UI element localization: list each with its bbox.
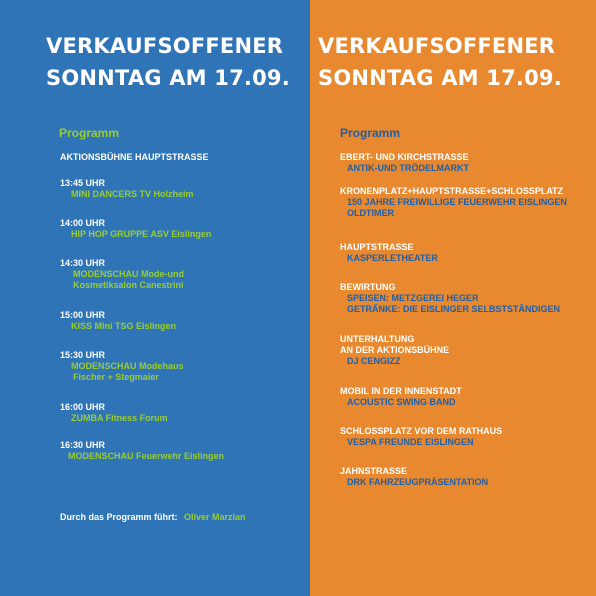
program-item: 15:00 UHR KISS Mini TSG Eislingen: [60, 310, 176, 332]
right-panel: VERKAUFSOFFENER SONNTAG AM 17.09. Progra…: [310, 0, 596, 596]
location-line: KASPERLETHEATER: [347, 253, 438, 263]
right-title-line2: SONNTAG AM 17.09.: [318, 66, 562, 90]
right-program-heading: Programm: [340, 126, 401, 140]
program-item: 16:30 UHR MODENSCHAU Feuerwehr Eislingen: [60, 440, 224, 462]
item-time: 16:30 UHR: [60, 440, 106, 450]
location-line: DJ CENGIZZ: [347, 356, 401, 366]
item-line: MODENSCHAU Mode-und: [73, 269, 184, 279]
stage-heading: AKTIONSBÜHNE HAUPTSTRASSE: [60, 152, 209, 162]
item-time: 16:00 UHR: [60, 402, 106, 412]
location-heading: JAHNSTRASSE: [340, 466, 408, 476]
location-line: ACOUSTIC SWING BAND: [347, 397, 456, 407]
item-time: 13:45 UHR: [60, 178, 106, 188]
left-title-line2: SONNTAG AM 17.09.: [46, 66, 290, 90]
location-item: EBERT- UND KIRCHSTRASSE ANTIK-UND TRÖDEL…: [340, 152, 469, 174]
item-line: HIP HOP GRUPPE ASV Eislingen: [71, 229, 212, 239]
location-heading: UNTERHALTUNG: [340, 334, 415, 344]
location-item: KRONENPLATZ+HAUPTSTRASSE+SCHLOSSPLATZ 15…: [340, 186, 567, 219]
right-title-line1: VERKAUFSOFFENER: [318, 34, 556, 58]
location-item: SCHLOSSPLATZ VOR DEM RATHAUS VESPA FREUN…: [340, 426, 502, 448]
location-item: HAUPTSTRASSE KASPERLETHEATER: [340, 242, 438, 264]
left-title: VERKAUFSOFFENER SONNTAG AM 17.09.: [46, 30, 290, 94]
item-line: KISS Mini TSG Eislingen: [71, 321, 177, 331]
location-line: ANTIK-UND TRÖDELMARKT: [347, 163, 469, 173]
location-item: BEWIRTUNG SPEISEN: METZGEREI HEGER GETRÄ…: [340, 282, 560, 315]
item-line: Kosmetiksalon Canestrini: [73, 280, 184, 290]
program-item: 14:30 UHR MODENSCHAU Mode-und Kosmetiksa…: [60, 258, 184, 291]
item-line: Fischer + Stegmaier: [73, 372, 159, 382]
location-heading: BEWIRTUNG: [340, 282, 396, 292]
item-time: 14:30 UHR: [60, 258, 106, 268]
right-title: VERKAUFSOFFENER SONNTAG AM 17.09.: [318, 30, 562, 94]
location-line: SPEISEN: METZGEREI HEGER: [347, 293, 479, 303]
item-line: MODENSCHAU Modehaus: [71, 361, 184, 371]
program-item: 14:00 UHR HIP HOP GRUPPE ASV Eislingen: [60, 218, 211, 240]
location-line: VESPA FREUNDE EISLINGEN: [347, 437, 474, 447]
item-line: ZUMBA Fitness Forum: [71, 413, 168, 423]
location-item: MOBIL IN DER INNENSTADT ACOUSTIC SWING B…: [340, 386, 462, 408]
location-heading: EBERT- UND KIRCHSTRASSE: [340, 152, 469, 162]
left-title-line1: VERKAUFSOFFENER: [46, 34, 284, 58]
location-line: DRK FAHRZEUGPRÄSENTATION: [347, 477, 489, 487]
item-time: 15:00 UHR: [60, 310, 106, 320]
location-heading: HAUPTSTRASSE: [340, 242, 414, 252]
footer-host: Oliver Marzian: [184, 512, 246, 522]
program-item: 15:30 UHR MODENSCHAU Modehaus Fischer + …: [60, 350, 184, 383]
location-item: JAHNSTRASSE DRK FAHRZEUGPRÄSENTATION: [340, 466, 488, 488]
location-heading: MOBIL IN DER INNENSTADT: [340, 386, 462, 396]
left-panel: VERKAUFSOFFENER SONNTAG AM 17.09. Progra…: [0, 0, 310, 596]
program-item: 16:00 UHR ZUMBA Fitness Forum: [60, 402, 168, 424]
item-line: MODENSCHAU Feuerwehr Eislingen: [68, 451, 225, 461]
left-footer: Durch das Programm führt: Oliver Marzian: [60, 512, 246, 522]
location-item: UNTERHALTUNG AN DER AKTIONSBÜHNE DJ CENG…: [340, 334, 449, 367]
location-line: GETRÄNKE: DIE EISLINGER SELBSTSTÄNDIGEN: [347, 304, 561, 314]
location-heading: KRONENPLATZ+HAUPTSTRASSE+SCHLOSSPLATZ: [340, 186, 564, 196]
item-time: 15:30 UHR: [60, 350, 106, 360]
footer-label: Durch das Programm führt:: [60, 512, 178, 522]
location-heading: AN DER AKTIONSBÜHNE: [340, 345, 450, 355]
program-item: 13:45 UHR MINI DANCERS TV Holzheim: [60, 178, 194, 200]
location-line: OLDTIMER: [347, 208, 394, 218]
item-line: MINI DANCERS TV Holzheim: [71, 189, 194, 199]
location-heading: SCHLOSSPLATZ VOR DEM RATHAUS: [340, 426, 503, 436]
item-time: 14:00 UHR: [60, 218, 106, 228]
left-program-heading: Programm: [59, 126, 120, 140]
location-line: 150 JAHRE FREIWILLIGE FEUERWEHR EISLINGE…: [347, 197, 567, 207]
